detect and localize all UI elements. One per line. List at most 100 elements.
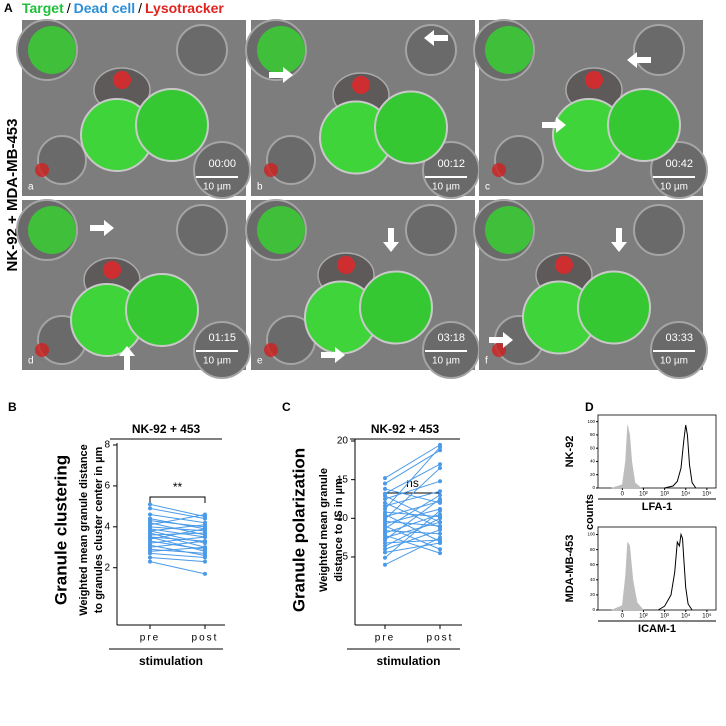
data-point [148,559,152,564]
y-tick-label: 20 [590,592,596,597]
legend-entry: Dead cell [74,0,135,16]
paired-line [149,528,206,540]
y-axis-label: counts [584,494,596,530]
paired-line [149,540,206,548]
paired-line [384,446,441,510]
target-cell [28,26,76,74]
plot-frame [597,414,717,489]
paired-line [384,521,441,539]
target-cell [359,270,433,345]
paired-line [384,498,441,541]
data-point [438,535,442,540]
paired-line [384,511,441,518]
legend-entry: Lysotracker [145,0,224,16]
timestamp: 01:15 [208,332,236,344]
target-cell [257,26,305,74]
data-point [383,476,387,481]
paired-line [384,513,441,542]
y-tick-label: 60 [590,445,596,450]
red-granules [35,163,49,177]
y-tick-label: 40 [590,577,596,582]
data-point [383,555,387,560]
red-granules [492,163,506,177]
x-tick-label: post [192,633,219,644]
data-point [383,544,387,549]
arrow [321,347,345,363]
data-point [203,545,207,550]
x-tick-label: 10³ [660,492,669,498]
paired-line [384,542,441,553]
x-tick-label: 0 [621,492,625,498]
target-cell [374,90,448,165]
y-tick-label: 10 [337,513,349,524]
side-title: Granule polarization [289,448,308,612]
y-tick-label: 100 [587,419,595,424]
data-point [438,466,442,471]
arrow [542,117,566,133]
paired-line [149,530,206,544]
data-point [438,462,442,467]
data-point [438,448,442,453]
significance-bracket [149,496,206,503]
data-point [383,562,387,567]
arrow [424,30,448,46]
data-point [203,526,207,531]
target-cell [28,206,76,254]
legend-separator: / [67,0,71,16]
paired-line [384,490,441,507]
cell-outline [266,135,316,185]
target-cell [125,273,199,347]
data-point [438,547,442,552]
data-point [383,500,387,505]
x-tick-label: 10² [639,614,648,620]
y-tick-label: 4 [104,521,110,532]
paired-line [149,546,206,552]
paired-line [384,510,441,559]
y-tick-label: 15 [337,474,349,485]
data-point [383,537,387,542]
x-tick-label: 10² [639,492,648,498]
y-tick-label: 20 [590,472,596,477]
paired-line [384,449,441,484]
paired-line [384,480,441,500]
micrograph-tile: 01:15 10 µm d [16,199,251,379]
data-point [203,535,207,540]
cell-outline [633,24,685,76]
red-granules [337,256,355,274]
timestamp: 00:12 [437,158,465,170]
data-point [438,493,442,498]
panel-label: C [282,400,291,414]
y-tick-label: 8 [104,440,110,451]
arrow [269,67,293,83]
paired-line [149,514,206,526]
panel-label: D [585,400,594,414]
chart-title: NK-92 [564,436,576,468]
micrograph-tile: 00:42 10 µm c [473,19,708,199]
paired-line [149,552,206,558]
x-tick-label: 10³ [660,614,669,620]
red-granules [113,71,131,89]
x-tick-label: 10⁵ [702,613,712,620]
paired-line [149,524,206,532]
scale-label: 10 µm [660,182,688,193]
data-point [438,531,442,536]
red-granules [585,71,603,89]
data-point [383,507,387,512]
paired-line [384,517,441,547]
data-point [383,541,387,546]
y-tick-label: 80 [590,547,596,552]
x-tick-label: 10⁵ [702,491,712,498]
y-tick-label: 2 [104,562,110,573]
y-tick-label: 0 [592,607,595,612]
data-point [148,506,152,511]
data-point [438,551,442,556]
timestamp: 03:18 [437,332,465,344]
cell-outline [176,24,228,76]
paired-line [384,539,441,544]
data-point [383,486,387,491]
data-point [438,508,442,513]
arrow [611,228,627,252]
significance-label: ** [173,480,183,494]
x-tick-label: 10⁴ [681,491,691,498]
red-granules [264,343,278,357]
